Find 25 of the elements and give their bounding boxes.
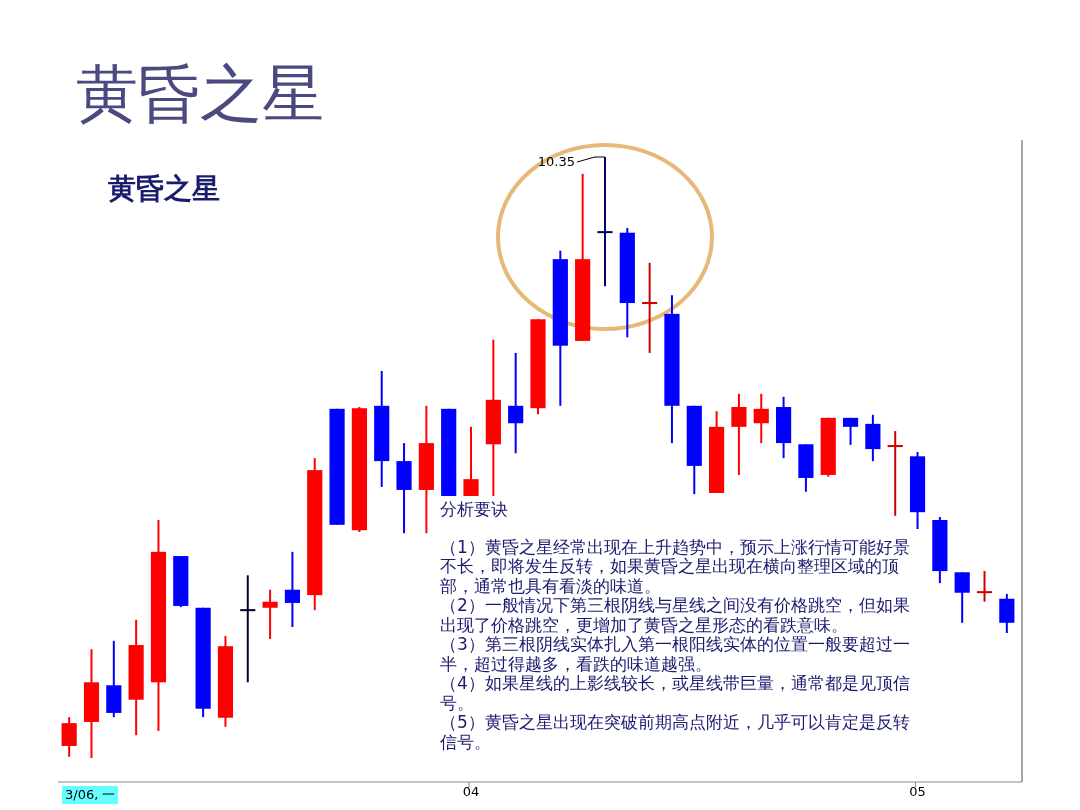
annotation: （4）如果星线的上影线较长，或星线带巨量，通常都是见顶信号。	[440, 673, 911, 713]
x-tick-label: 05	[909, 784, 926, 799]
candlestick	[240, 574, 256, 684]
candlestick	[976, 570, 993, 603]
text: 黄昏之星	[108, 171, 220, 207]
candlestick	[642, 261, 658, 354]
candlestick	[262, 588, 278, 640]
candlestick	[284, 550, 301, 628]
x-tick-label: 04	[462, 784, 480, 799]
candlestick	[463, 425, 479, 497]
annotation: （3）第三根阴线实体扎入第一根阳线实体的位置一般要超过一半，超过得越多，看跌的味道越强。	[440, 634, 911, 674]
candlestick	[954, 571, 970, 624]
annotation: （1）黄昏之星经常出现在上升趋势中，预示上涨行情可能好景不长，即将发生反转，如果黄昏之星出现在横向整理区域的顶部，通常也具有看淡的味道。	[440, 536, 911, 596]
annotation: （2）一般情况下第三根阴线与星线之间没有价格跳空，但如果出现了价格跳空，更增加了黄昏之星形态的看跌意味。	[440, 595, 911, 635]
candlestick	[61, 716, 77, 758]
candlestick	[842, 416, 859, 446]
annotation: （5）黄昏之星出现在突破前期高点附近，几乎可以肯定是反转信号。	[440, 712, 911, 752]
candlestick	[887, 430, 903, 517]
candlestick	[508, 351, 524, 455]
chart-title: 黄昏之星	[76, 56, 324, 132]
candlestick	[731, 392, 747, 476]
text: 3/06, 一	[62, 786, 119, 804]
candlestick	[753, 392, 769, 445]
annotation: 10.35	[537, 154, 575, 169]
annotation: 分析要诀	[440, 499, 509, 520]
